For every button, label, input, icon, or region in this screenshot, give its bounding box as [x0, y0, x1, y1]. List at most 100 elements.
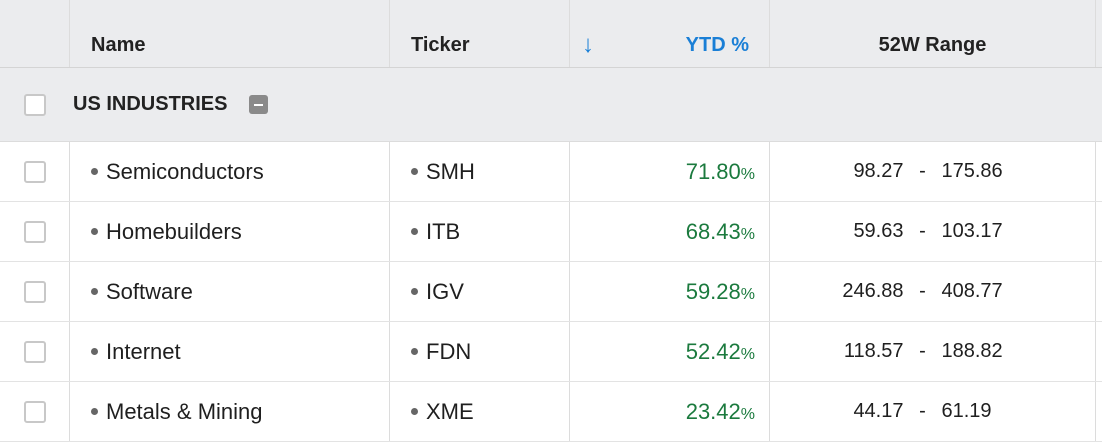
ytd-percent: 23.42% [686, 399, 755, 425]
industry-name[interactable]: Software [106, 278, 193, 304]
group-label-cell: US INDUSTRIES [70, 68, 1102, 141]
ytd-cell: 71.80% [570, 142, 770, 201]
range-cell: 59.63-103.17 [770, 202, 1096, 261]
ticker-symbol[interactable]: XME [426, 398, 474, 424]
ytd-unit: % [740, 165, 755, 183]
range-cell: 118.57-188.82 [770, 322, 1096, 381]
bullet-icon [411, 228, 418, 235]
sort-descending-icon[interactable]: ↓ [582, 31, 594, 58]
column-header-name-label: Name [91, 34, 146, 56]
row-select-cell [0, 202, 70, 261]
name-cell: Semiconductors [70, 142, 390, 201]
table-row[interactable]: Semiconductors SMH 71.80% 98.27-175.86 [0, 142, 1102, 202]
row-select-cell [0, 142, 70, 201]
range-separator: - [919, 160, 926, 182]
collapse-icon[interactable] [249, 95, 269, 114]
column-header-ticker[interactable]: Ticker [390, 0, 570, 67]
row-select-cell [0, 382, 70, 441]
ticker-symbol[interactable]: ITB [426, 218, 461, 244]
ytd-unit: % [740, 285, 755, 303]
ytd-percent: 71.80% [686, 159, 755, 185]
range-cell: 246.88-408.77 [770, 262, 1096, 321]
range-low: 44.17 [853, 400, 904, 422]
row-select-cell [0, 262, 70, 321]
ytd-unit: % [740, 345, 755, 363]
bullet-icon [91, 228, 98, 235]
bullet-icon [411, 348, 418, 355]
bullet-icon [411, 408, 418, 415]
column-header-name[interactable]: Name [70, 0, 390, 67]
range-high: 408.77 [941, 280, 1003, 302]
ytd-unit: % [740, 225, 755, 243]
header-filler [1096, 0, 1102, 67]
ytd-unit: % [740, 405, 755, 423]
bullet-icon [411, 288, 418, 295]
range-separator: - [919, 340, 926, 362]
ytd-cell: 23.42% [570, 382, 770, 441]
industry-name[interactable]: Internet [106, 338, 181, 364]
ytd-cell: 68.43% [570, 202, 770, 261]
name-cell: Software [70, 262, 390, 321]
column-header-ytd-label: YTD % [685, 34, 749, 56]
row-filler [1096, 262, 1102, 321]
column-header-ytd[interactable]: ↓ YTD % [570, 0, 770, 67]
row-checkbox[interactable] [23, 160, 46, 183]
column-header-52w-range-label: 52W Range [878, 34, 987, 56]
name-cell: Homebuilders [70, 202, 390, 261]
industry-name[interactable]: Metals & Mining [106, 398, 263, 424]
ticker-symbol[interactable]: FDN [426, 338, 472, 364]
row-filler [1096, 202, 1102, 261]
ticker-cell: SMH [390, 142, 570, 201]
ytd-cell: 52.42% [570, 322, 770, 381]
ticker-symbol[interactable]: IGV [426, 278, 464, 304]
ytd-percent: 59.28% [686, 279, 755, 305]
ytd-percent: 52.42% [686, 339, 755, 365]
table-row[interactable]: Metals & Mining XME 23.42% 44.17-61.19 [0, 382, 1102, 442]
row-checkbox[interactable] [23, 400, 46, 423]
header-select-col [0, 0, 70, 67]
ytd-value: 59.28 [685, 278, 741, 304]
ytd-value: 52.42 [685, 338, 741, 364]
range-high: 188.82 [941, 340, 1003, 362]
row-filler [1096, 142, 1102, 201]
row-checkbox[interactable] [23, 340, 46, 363]
bullet-icon [91, 168, 98, 175]
ytd-value: 71.80 [685, 158, 741, 184]
ticker-cell: XME [390, 382, 570, 441]
industry-name[interactable]: Semiconductors [106, 158, 264, 184]
row-filler [1096, 322, 1102, 381]
ticker-cell: IGV [390, 262, 570, 321]
column-header-52w-range[interactable]: 52W Range [770, 0, 1096, 67]
ytd-value: 68.43 [685, 218, 741, 244]
range-low: 118.57 [843, 340, 904, 362]
ticker-cell: ITB [390, 202, 570, 261]
range-separator: - [919, 220, 926, 242]
range-high: 175.86 [941, 160, 1003, 182]
group-checkbox[interactable] [24, 93, 46, 116]
range-separator: - [919, 280, 926, 302]
group-label: US INDUSTRIES [73, 93, 228, 115]
ticker-symbol[interactable]: SMH [426, 158, 475, 184]
name-cell: Metals & Mining [70, 382, 390, 441]
table-row[interactable]: Internet FDN 52.42% 118.57-188.82 [0, 322, 1102, 382]
table-row[interactable]: Software IGV 59.28% 246.88-408.77 [0, 262, 1102, 322]
bullet-icon [91, 408, 98, 415]
industry-name[interactable]: Homebuilders [106, 218, 242, 244]
group-row-us-industries: US INDUSTRIES [0, 68, 1102, 142]
range-low: 59.63 [853, 220, 904, 242]
ytd-percent: 68.43% [686, 219, 755, 245]
row-checkbox[interactable] [23, 280, 46, 303]
row-checkbox[interactable] [23, 220, 46, 243]
range-low: 246.88 [842, 280, 904, 302]
range-cell: 44.17-61.19 [770, 382, 1096, 441]
row-select-cell [0, 322, 70, 381]
name-cell: Internet [70, 322, 390, 381]
range-separator: - [919, 400, 926, 422]
range-high: 103.17 [941, 220, 1003, 242]
bullet-icon [411, 168, 418, 175]
bullet-icon [91, 348, 98, 355]
range-low: 98.27 [853, 160, 904, 182]
table-row[interactable]: Homebuilders ITB 68.43% 59.63-103.17 [0, 202, 1102, 262]
row-filler [1096, 382, 1102, 441]
